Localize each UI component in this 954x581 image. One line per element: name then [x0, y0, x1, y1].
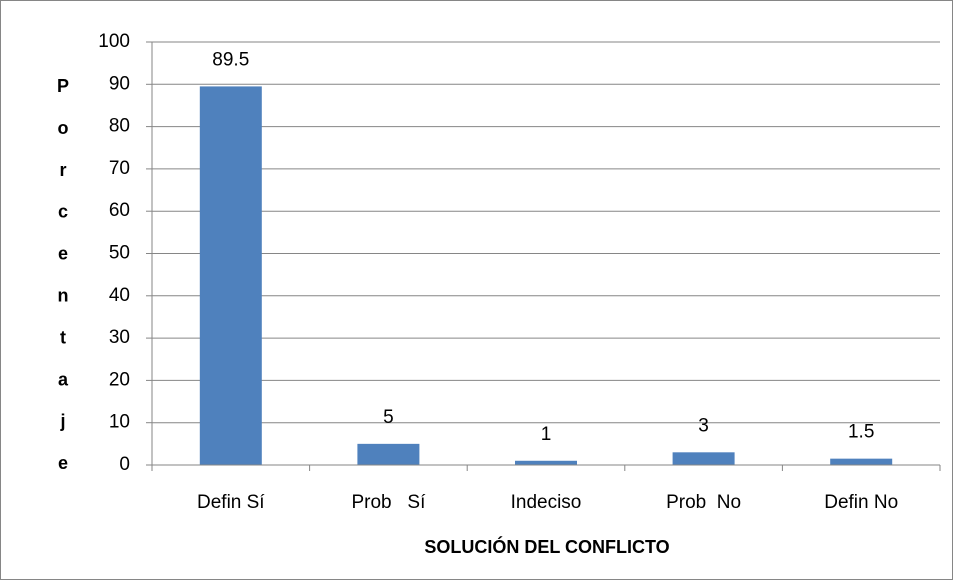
y-tick-label: 70 [109, 158, 130, 179]
bar [199, 86, 262, 465]
x-tick-label: Defin No [824, 492, 898, 513]
x-tick-label: Defin Sí [197, 492, 265, 513]
y-tick-label: 0 [119, 454, 130, 475]
data-label: 1 [541, 424, 552, 445]
x-axis-title: SOLUCIÓN DEL CONFLICTO [424, 536, 669, 557]
y-tick-label: 90 [109, 73, 130, 94]
bar [515, 460, 577, 465]
y-tick-label: 80 [109, 116, 130, 137]
x-tick-label: Prob No [666, 492, 741, 513]
data-label: 1.5 [848, 422, 874, 443]
x-tick-label: Prob Sí [351, 492, 426, 513]
bar [357, 443, 420, 465]
data-label: 3 [698, 415, 709, 436]
y-tick-label: 60 [109, 200, 130, 221]
data-label: 5 [383, 407, 394, 428]
y-tick-label: 40 [109, 285, 130, 306]
y-tick-label: 10 [109, 412, 130, 433]
bar [830, 458, 893, 465]
y-tick-label: 20 [109, 369, 130, 390]
y-tick-label: 50 [109, 243, 130, 264]
bar [672, 452, 735, 465]
x-tick-label: Indeciso [511, 492, 582, 513]
y-tick-label: 30 [109, 327, 130, 348]
y-tick-label: 100 [98, 31, 130, 52]
data-label: 89.5 [212, 49, 249, 70]
